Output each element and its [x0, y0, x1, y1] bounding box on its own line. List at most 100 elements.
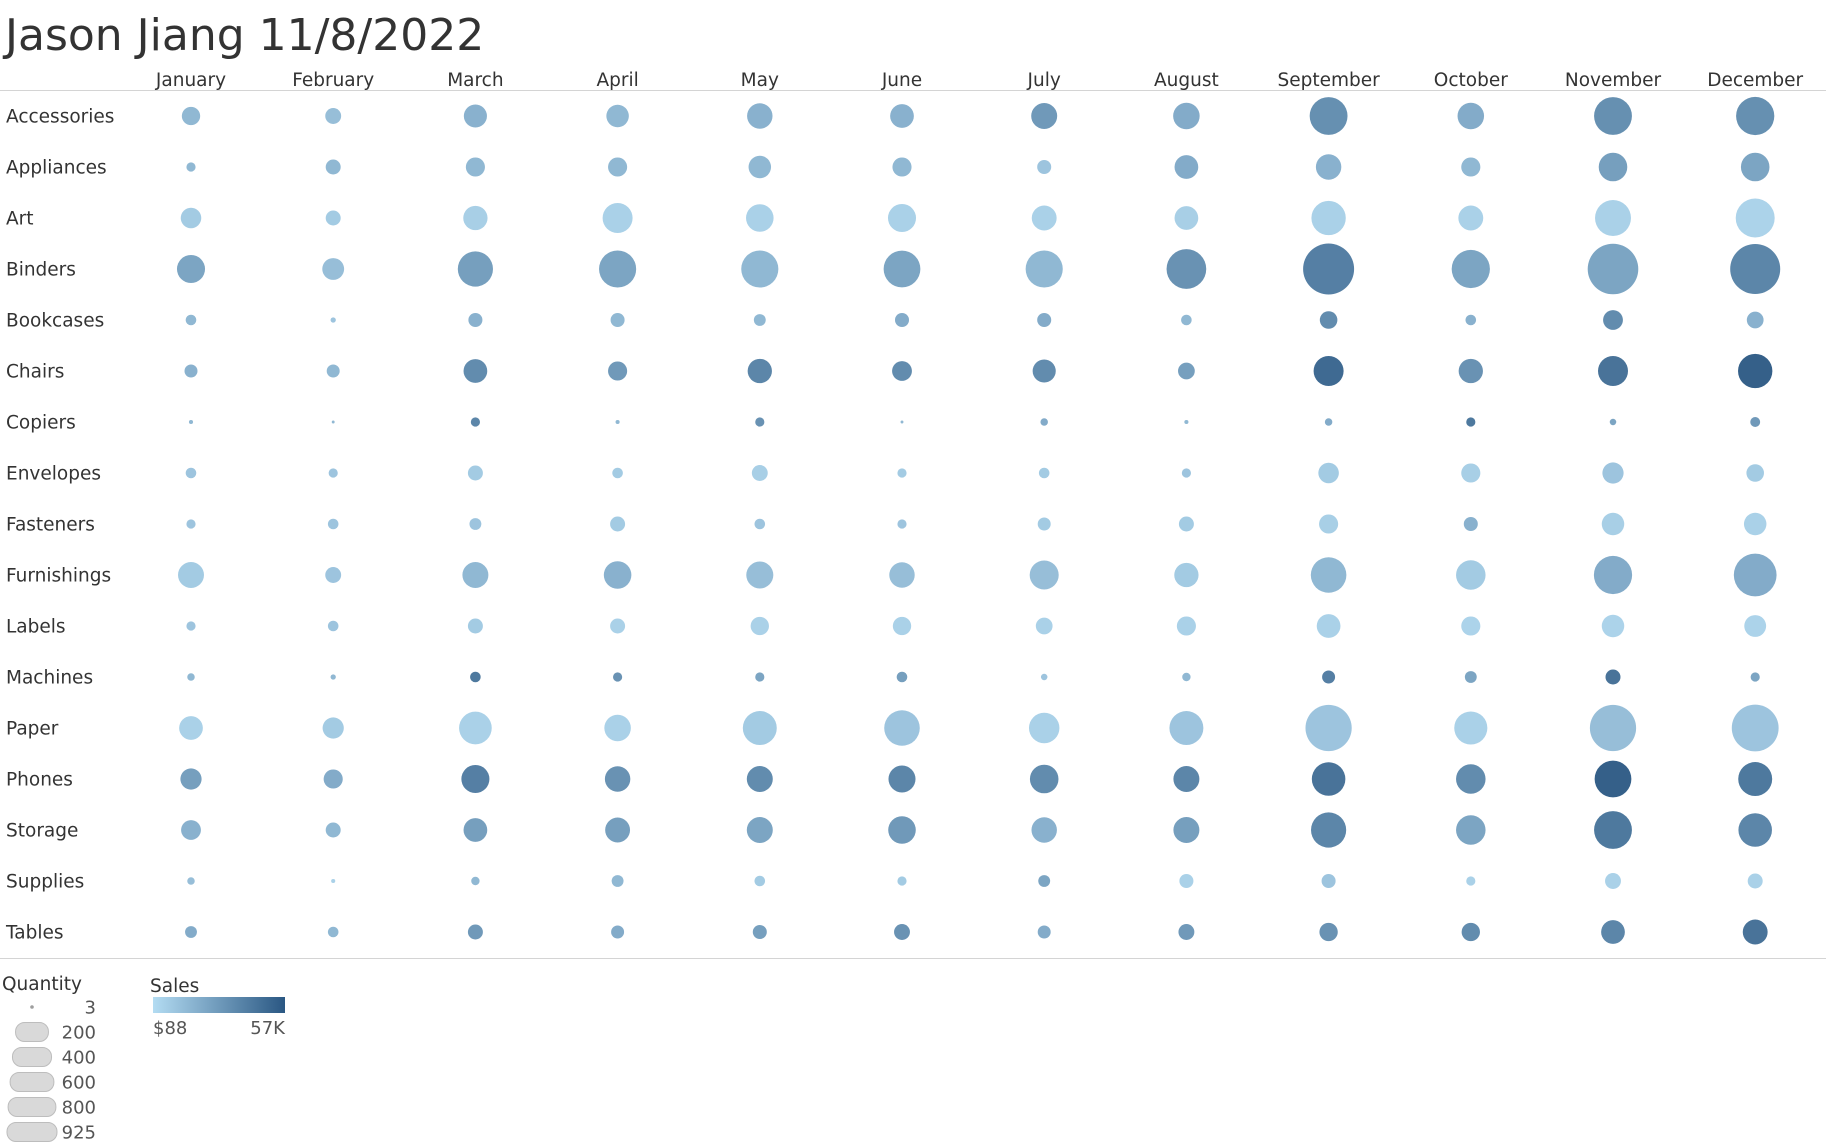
- bubble-furnishings-september[interactable]: [1310, 557, 1347, 593]
- bubble-chairs-july[interactable]: [1032, 359, 1056, 383]
- bubble-binders-april[interactable]: [599, 250, 637, 288]
- bubble-appliances-march[interactable]: [465, 157, 485, 177]
- bubble-storage-august[interactable]: [1173, 817, 1200, 843]
- bubble-supplies-january[interactable]: [187, 877, 195, 885]
- bubble-tables-december[interactable]: [1742, 919, 1768, 945]
- bubble-bookcases-october[interactable]: [1465, 314, 1477, 326]
- bubble-copiers-june[interactable]: [900, 420, 904, 424]
- bubble-phones-june[interactable]: [888, 765, 916, 793]
- bubble-art-december[interactable]: [1735, 198, 1775, 238]
- bubble-copiers-august[interactable]: [1184, 419, 1189, 425]
- bubble-supplies-may[interactable]: [754, 875, 766, 887]
- bubble-supplies-july[interactable]: [1038, 875, 1051, 887]
- bubble-paper-december[interactable]: [1731, 704, 1779, 752]
- bubble-supplies-december[interactable]: [1747, 873, 1763, 889]
- bubble-fasteners-july[interactable]: [1037, 517, 1051, 531]
- bubble-envelopes-september[interactable]: [1318, 462, 1339, 484]
- bubble-phones-march[interactable]: [461, 764, 490, 794]
- bubble-art-october[interactable]: [1458, 205, 1484, 231]
- bubble-labels-june[interactable]: [892, 616, 912, 636]
- bubble-binders-november[interactable]: [1587, 243, 1639, 295]
- bubble-labels-february[interactable]: [327, 620, 339, 632]
- bubble-paper-february[interactable]: [322, 717, 344, 739]
- bubble-accessories-april[interactable]: [606, 104, 629, 128]
- bubble-appliances-october[interactable]: [1461, 157, 1481, 177]
- bubble-bookcases-february[interactable]: [330, 317, 336, 323]
- bubble-storage-november[interactable]: [1594, 811, 1632, 849]
- bubble-chairs-october[interactable]: [1458, 358, 1483, 384]
- bubble-machines-march[interactable]: [470, 671, 481, 683]
- bubble-art-september[interactable]: [1311, 200, 1346, 236]
- bubble-phones-october[interactable]: [1456, 764, 1486, 794]
- bubble-binders-may[interactable]: [741, 250, 779, 288]
- bubble-phones-september[interactable]: [1311, 762, 1346, 796]
- bubble-storage-april[interactable]: [605, 817, 631, 843]
- bubble-furnishings-july[interactable]: [1029, 560, 1059, 590]
- bubble-bookcases-march[interactable]: [468, 312, 483, 328]
- bubble-labels-april[interactable]: [610, 618, 626, 634]
- bubble-art-july[interactable]: [1031, 205, 1057, 231]
- bubble-binders-july[interactable]: [1025, 250, 1063, 288]
- bubble-labels-october[interactable]: [1461, 616, 1481, 636]
- bubble-furnishings-august[interactable]: [1174, 562, 1199, 588]
- bubble-envelopes-december[interactable]: [1746, 464, 1764, 482]
- bubble-bookcases-september[interactable]: [1319, 311, 1338, 329]
- bubble-copiers-september[interactable]: [1324, 418, 1333, 426]
- bubble-bookcases-august[interactable]: [1181, 314, 1192, 326]
- bubble-bookcases-july[interactable]: [1037, 312, 1052, 328]
- bubble-bookcases-december[interactable]: [1746, 311, 1764, 329]
- bubble-phones-may[interactable]: [746, 766, 773, 792]
- bubble-labels-may[interactable]: [750, 616, 769, 636]
- bubble-labels-november[interactable]: [1601, 614, 1625, 638]
- bubble-tables-july[interactable]: [1037, 925, 1051, 939]
- bubble-phones-july[interactable]: [1029, 764, 1059, 794]
- bubble-bookcases-may[interactable]: [753, 314, 766, 326]
- bubble-chairs-september[interactable]: [1313, 356, 1344, 386]
- bubble-chairs-june[interactable]: [892, 361, 912, 381]
- bubble-tables-september[interactable]: [1319, 922, 1338, 942]
- bubble-art-january[interactable]: [180, 207, 202, 229]
- bubble-machines-july[interactable]: [1040, 673, 1048, 681]
- bubble-copiers-february[interactable]: [331, 420, 335, 424]
- bubble-fasteners-october[interactable]: [1463, 516, 1478, 532]
- bubble-chairs-august[interactable]: [1178, 362, 1195, 380]
- bubble-copiers-december[interactable]: [1750, 417, 1761, 427]
- bubble-paper-march[interactable]: [459, 711, 492, 745]
- bubble-phones-february[interactable]: [323, 769, 343, 789]
- bubble-machines-april[interactable]: [613, 672, 623, 682]
- bubble-envelopes-november[interactable]: [1602, 462, 1624, 484]
- bubble-tables-may[interactable]: [752, 924, 767, 940]
- bubble-furnishings-april[interactable]: [603, 561, 632, 589]
- bubble-envelopes-may[interactable]: [751, 465, 768, 481]
- bubble-art-may[interactable]: [746, 204, 774, 232]
- bubble-supplies-september[interactable]: [1321, 873, 1336, 889]
- bubble-supplies-august[interactable]: [1179, 873, 1194, 889]
- bubble-appliances-december[interactable]: [1740, 152, 1770, 182]
- bubble-chairs-may[interactable]: [747, 358, 772, 384]
- bubble-storage-september[interactable]: [1311, 812, 1347, 848]
- bubble-accessories-june[interactable]: [890, 104, 914, 128]
- bubble-furnishings-december[interactable]: [1733, 553, 1777, 597]
- bubble-envelopes-june[interactable]: [897, 468, 907, 478]
- bubble-phones-august[interactable]: [1173, 766, 1200, 792]
- bubble-art-march[interactable]: [463, 205, 488, 231]
- bubble-storage-march[interactable]: [463, 818, 488, 842]
- bubble-appliances-june[interactable]: [892, 157, 912, 177]
- bubble-phones-april[interactable]: [604, 766, 631, 792]
- bubble-fasteners-november[interactable]: [1601, 512, 1625, 536]
- bubble-fasteners-december[interactable]: [1743, 512, 1767, 536]
- bubble-tables-february[interactable]: [327, 926, 339, 938]
- bubble-fasteners-june[interactable]: [897, 519, 907, 529]
- bubble-paper-august[interactable]: [1169, 711, 1204, 745]
- bubble-paper-january[interactable]: [179, 716, 203, 740]
- bubble-appliances-april[interactable]: [608, 157, 628, 177]
- bubble-copiers-may[interactable]: [755, 417, 765, 427]
- bubble-tables-august[interactable]: [1178, 924, 1195, 940]
- bubble-envelopes-february[interactable]: [328, 468, 338, 478]
- bubble-copiers-november[interactable]: [1609, 418, 1617, 426]
- bubble-art-august[interactable]: [1174, 206, 1199, 230]
- bubble-storage-january[interactable]: [181, 820, 201, 840]
- bubble-binders-january[interactable]: [176, 254, 206, 284]
- bubble-machines-september[interactable]: [1322, 670, 1336, 684]
- bubble-labels-december[interactable]: [1744, 615, 1767, 637]
